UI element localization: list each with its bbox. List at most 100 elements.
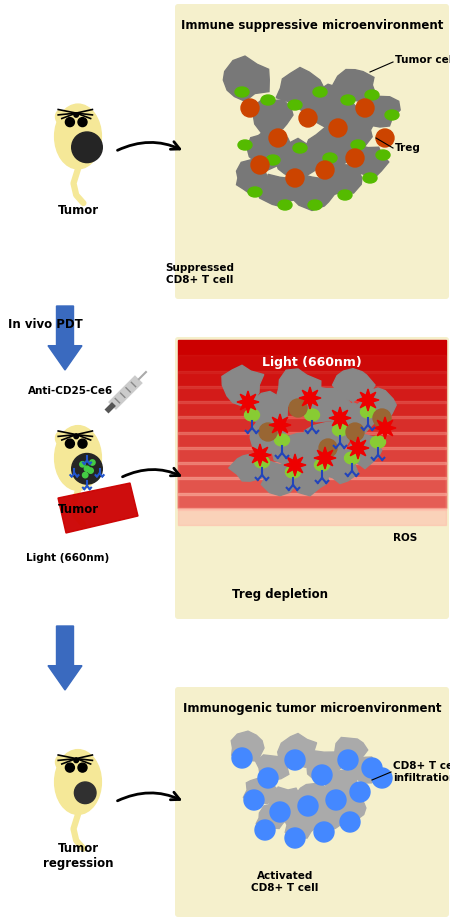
Ellipse shape bbox=[305, 409, 320, 421]
Ellipse shape bbox=[288, 100, 302, 110]
Circle shape bbox=[78, 786, 92, 800]
Polygon shape bbox=[277, 369, 321, 409]
Circle shape bbox=[251, 156, 269, 174]
Polygon shape bbox=[272, 432, 319, 467]
Polygon shape bbox=[231, 731, 264, 762]
Ellipse shape bbox=[338, 190, 352, 200]
Bar bbox=[178, 462, 446, 479]
Circle shape bbox=[78, 763, 87, 772]
Polygon shape bbox=[351, 146, 389, 177]
Polygon shape bbox=[275, 138, 320, 182]
Text: Suppressed
CD8+ T cell: Suppressed CD8+ T cell bbox=[166, 263, 234, 285]
Polygon shape bbox=[310, 805, 346, 831]
Ellipse shape bbox=[55, 111, 64, 123]
Circle shape bbox=[65, 439, 74, 448]
Circle shape bbox=[80, 462, 85, 467]
Circle shape bbox=[286, 169, 304, 187]
Bar bbox=[178, 478, 446, 495]
Ellipse shape bbox=[313, 87, 327, 97]
Polygon shape bbox=[332, 403, 375, 437]
Ellipse shape bbox=[278, 200, 292, 210]
Polygon shape bbox=[333, 69, 375, 102]
Circle shape bbox=[74, 434, 78, 439]
Polygon shape bbox=[223, 56, 269, 101]
Ellipse shape bbox=[370, 436, 386, 448]
Circle shape bbox=[65, 763, 74, 772]
Circle shape bbox=[76, 136, 98, 158]
Polygon shape bbox=[357, 388, 396, 420]
Bar bbox=[178, 401, 446, 419]
Polygon shape bbox=[269, 414, 291, 436]
Bar bbox=[178, 340, 446, 508]
Text: Light (660nm): Light (660nm) bbox=[27, 553, 110, 563]
Polygon shape bbox=[320, 449, 358, 483]
Bar bbox=[178, 431, 446, 449]
Circle shape bbox=[74, 782, 96, 804]
Polygon shape bbox=[288, 459, 328, 496]
Polygon shape bbox=[252, 100, 293, 136]
Polygon shape bbox=[58, 483, 138, 533]
Polygon shape bbox=[278, 734, 316, 767]
Circle shape bbox=[340, 812, 360, 832]
Ellipse shape bbox=[255, 456, 270, 468]
Circle shape bbox=[316, 161, 334, 179]
Polygon shape bbox=[336, 798, 366, 822]
Polygon shape bbox=[48, 626, 82, 690]
Polygon shape bbox=[48, 306, 82, 370]
Polygon shape bbox=[256, 804, 288, 829]
Polygon shape bbox=[289, 174, 336, 210]
Bar bbox=[178, 447, 446, 464]
Text: CD8+ T cell
infiltration: CD8+ T cell infiltration bbox=[393, 762, 450, 783]
Bar bbox=[178, 508, 446, 526]
Ellipse shape bbox=[261, 95, 275, 105]
Polygon shape bbox=[304, 422, 350, 461]
Bar bbox=[178, 371, 446, 388]
Ellipse shape bbox=[360, 406, 375, 418]
Polygon shape bbox=[321, 161, 362, 195]
Circle shape bbox=[329, 119, 347, 137]
Polygon shape bbox=[284, 454, 306, 476]
Polygon shape bbox=[256, 174, 299, 207]
Ellipse shape bbox=[365, 90, 379, 100]
Circle shape bbox=[78, 439, 87, 448]
Text: Immunogenic tumor microenvironment: Immunogenic tumor microenvironment bbox=[183, 702, 441, 715]
Text: ROS: ROS bbox=[393, 533, 417, 543]
Circle shape bbox=[241, 99, 259, 117]
Polygon shape bbox=[256, 755, 289, 780]
FancyBboxPatch shape bbox=[175, 687, 449, 917]
FancyBboxPatch shape bbox=[175, 337, 449, 619]
Text: In vivo PDT: In vivo PDT bbox=[8, 318, 83, 331]
Ellipse shape bbox=[363, 173, 377, 183]
Circle shape bbox=[356, 99, 374, 117]
Circle shape bbox=[314, 822, 334, 842]
Text: Tumor: Tumor bbox=[58, 204, 99, 217]
Ellipse shape bbox=[54, 426, 101, 491]
Text: Treg depletion: Treg depletion bbox=[232, 588, 328, 601]
FancyBboxPatch shape bbox=[175, 4, 449, 299]
Circle shape bbox=[78, 118, 87, 126]
Circle shape bbox=[326, 790, 346, 810]
Circle shape bbox=[285, 750, 305, 770]
Circle shape bbox=[74, 112, 78, 117]
Polygon shape bbox=[250, 420, 286, 455]
Polygon shape bbox=[249, 444, 271, 466]
Polygon shape bbox=[276, 67, 324, 108]
Polygon shape bbox=[237, 391, 259, 413]
Text: Tumor
regression: Tumor regression bbox=[43, 842, 113, 870]
Polygon shape bbox=[222, 365, 264, 406]
Ellipse shape bbox=[285, 466, 301, 478]
Circle shape bbox=[82, 472, 88, 478]
Circle shape bbox=[232, 748, 252, 768]
Ellipse shape bbox=[55, 756, 64, 769]
Ellipse shape bbox=[54, 750, 101, 814]
Polygon shape bbox=[229, 455, 269, 481]
Circle shape bbox=[319, 439, 337, 457]
Circle shape bbox=[244, 790, 264, 810]
Text: Activated
CD8+ T cell: Activated CD8+ T cell bbox=[251, 871, 319, 892]
Circle shape bbox=[84, 467, 90, 471]
Circle shape bbox=[74, 758, 78, 762]
Text: Immune suppressive microenvironment: Immune suppressive microenvironment bbox=[181, 19, 443, 32]
Bar bbox=[178, 385, 446, 403]
Polygon shape bbox=[247, 128, 292, 170]
Polygon shape bbox=[300, 387, 352, 421]
